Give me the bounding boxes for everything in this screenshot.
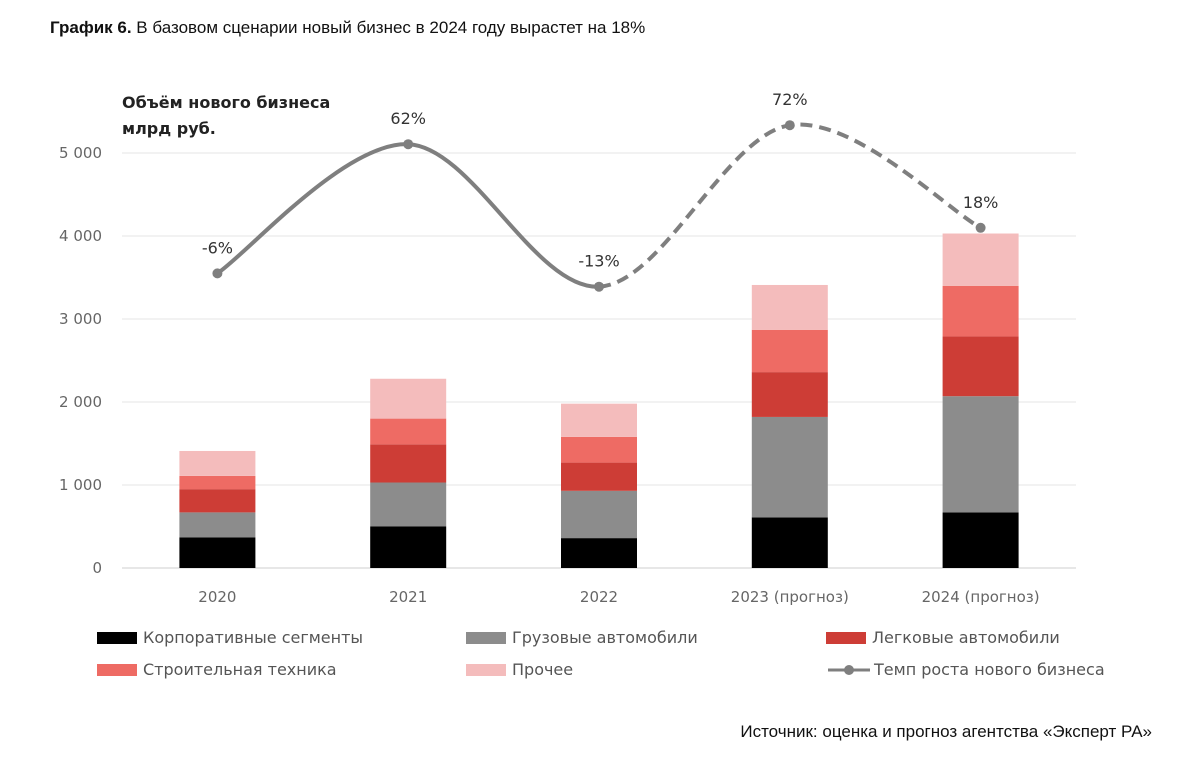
x-tick-label: 2020	[198, 588, 236, 606]
bar-segment	[370, 444, 447, 483]
growth-label: 62%	[390, 109, 426, 128]
growth-line-forecast	[598, 122, 982, 289]
bar-segment	[179, 537, 256, 568]
growth-point	[594, 281, 604, 292]
y-tick-label: 5 000	[59, 144, 102, 162]
bar-segment	[561, 538, 637, 568]
y-tick-label: 3 000	[59, 310, 102, 328]
growth-line: -6% 62% -13% 72% 18%	[202, 90, 999, 292]
figure-label: График 6.	[50, 18, 132, 37]
growth-line-actual	[216, 142, 600, 289]
y-tick-label: 2 000	[59, 393, 102, 411]
x-tick-label: 2023 (прогноз)	[731, 588, 849, 606]
gridlines	[122, 152, 1076, 569]
y-axis-title-line1: Объём нового бизнеса	[122, 93, 331, 112]
bar-segment	[751, 416, 828, 518]
bar-segment	[751, 517, 828, 568]
bar-segment	[751, 329, 828, 373]
y-tick-label: 1 000	[59, 476, 102, 494]
bar-segment	[179, 512, 256, 538]
bar-segment	[179, 489, 256, 513]
y-axis-title: Объём нового бизнеса млрд руб.	[122, 90, 330, 142]
x-axis-ticks: 2020 2021 2022 2023 (прогноз) 2024 (прогноз)	[198, 588, 1039, 606]
x-tick-label: 2021	[389, 588, 427, 606]
x-tick-label: 2022	[580, 588, 618, 606]
bar-segment	[561, 462, 637, 491]
bar-segment	[942, 396, 1019, 513]
bar-segment	[179, 450, 256, 476]
bar-segment	[942, 512, 1019, 568]
figure-title: График 6. В базовом сценарии новый бизне…	[50, 18, 645, 38]
bar-segment	[561, 490, 637, 539]
x-tick-label: 2024 (прогноз)	[922, 588, 1040, 606]
bar-segment	[561, 436, 637, 463]
bars	[179, 233, 1019, 568]
y-axis-title-line2: млрд руб.	[122, 119, 216, 138]
growth-point	[975, 222, 986, 233]
growth-label: -13%	[578, 252, 619, 271]
y-tick-label: 4 000	[59, 227, 102, 245]
growth-point	[212, 268, 223, 279]
bar-segment	[370, 482, 447, 527]
bar-segment	[942, 233, 1019, 286]
bar-segment	[561, 403, 637, 437]
source-note: Источник: оценка и прогноз агентства «Эк…	[740, 722, 1152, 741]
bar-segment	[942, 336, 1019, 397]
bar-segment	[942, 285, 1019, 337]
growth-label: -6%	[202, 238, 233, 257]
bar-segment	[370, 378, 447, 419]
bar-segment	[179, 475, 256, 490]
y-axis-ticks: 0 1 000 2 000 3 000 4 000 5 000	[59, 144, 102, 577]
figure-title-text: В базовом сценарии новый бизнес в 2024 г…	[131, 18, 646, 37]
growth-label: 72%	[772, 90, 808, 109]
growth-point	[784, 120, 795, 131]
bar-segment	[370, 526, 447, 568]
bar-segment	[751, 284, 828, 330]
bar-segment	[751, 372, 828, 417]
bar-segment	[370, 418, 447, 445]
growth-point	[403, 139, 414, 150]
growth-label: 18%	[963, 193, 999, 212]
y-tick-label: 0	[92, 559, 102, 577]
